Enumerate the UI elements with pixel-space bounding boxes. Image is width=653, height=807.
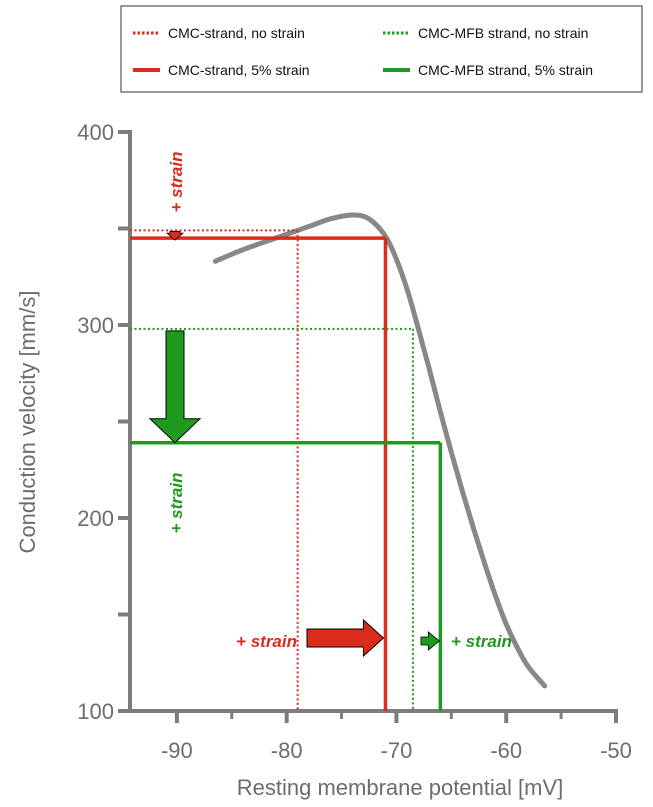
curve-layer <box>212 212 548 689</box>
x-tick-label: -90 <box>161 738 193 763</box>
legend-label-2: CMC-strand, 5% strain <box>168 62 310 78</box>
legend: CMC-strand, no strain CMC-strand, 5% stra… <box>120 5 643 93</box>
y-tick-label: 200 <box>77 506 114 531</box>
legend-box <box>120 5 643 93</box>
y-tick-label: 100 <box>77 699 114 724</box>
green-vertical-arrow <box>148 330 202 444</box>
legend-label-3: CMC-MFB strand, no strain <box>418 25 588 41</box>
x-tick-label: -60 <box>490 738 522 763</box>
x-axis-label: Resting membrane potential [mV] <box>237 775 564 800</box>
y-axis-label: Conduction velocity [mm/s] <box>15 291 40 554</box>
axes: 100 200 300 400 -90 -80 -70 -60 -50 <box>77 120 632 763</box>
green-strain-horizontal-label: + strain <box>451 632 512 651</box>
red-vertical-arrow <box>165 231 185 241</box>
green-strain-vertical-label: + strain <box>167 473 186 534</box>
legend-label-4: CMC-MFB strand, 5% strain <box>418 62 593 78</box>
x-tick-label: -70 <box>381 738 413 763</box>
conduction-curve <box>212 212 548 689</box>
y-tick-label: 400 <box>77 120 114 145</box>
green-horizontal-arrow <box>420 631 440 651</box>
red-horizontal-arrow <box>306 618 385 658</box>
legend-label-1: CMC-strand, no strain <box>168 25 305 41</box>
red-strain-vertical-label: + strain <box>167 152 186 213</box>
series-layer <box>130 229 443 711</box>
arrow-layer <box>148 231 440 658</box>
y-tick-label: 300 <box>77 313 114 338</box>
x-tick-label: -80 <box>271 738 303 763</box>
x-tick-label: -50 <box>600 738 632 763</box>
red-strain-horizontal-label: + strain <box>236 632 297 651</box>
